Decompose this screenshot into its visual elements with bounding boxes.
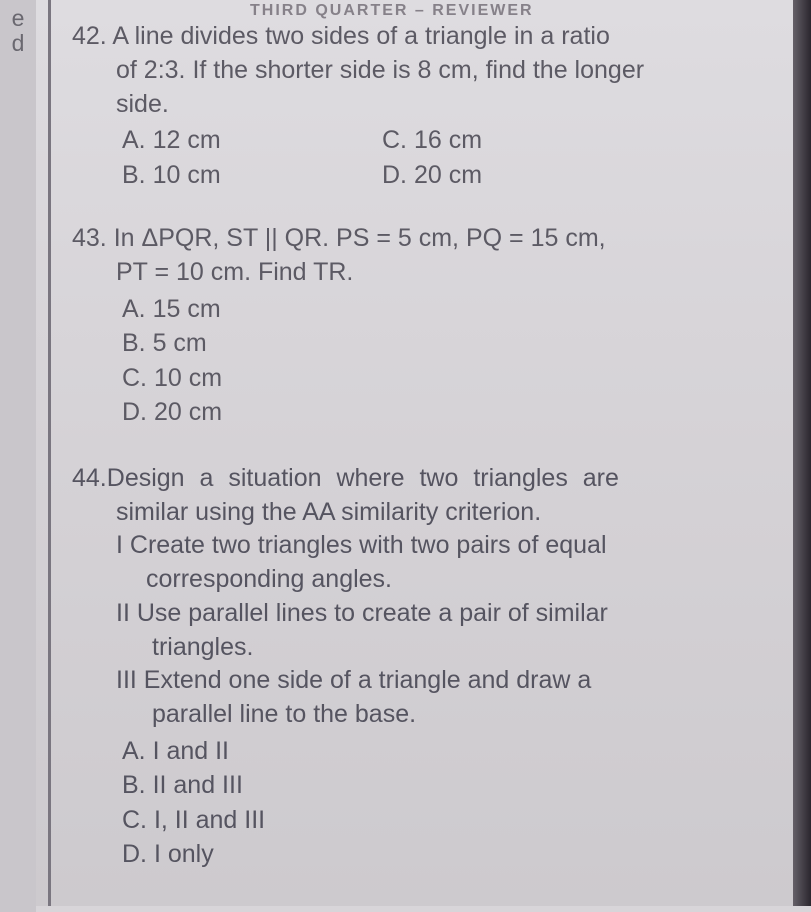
q43-option-d: D. 20 cm bbox=[122, 395, 783, 430]
q42-text1: A line divides two sides of a triangle i… bbox=[112, 22, 610, 50]
question-43: 43. In ΔPQR, ST || QR. PS = 5 cm, PQ = 1… bbox=[72, 222, 783, 430]
page: e d THIRD QUARTER – REVIEWER 42. A line … bbox=[0, 0, 811, 906]
q42-option-b: B. 10 cm bbox=[122, 158, 382, 193]
q44-option-a: A. I and II bbox=[122, 734, 783, 769]
q42-text2: of 2:3. If the shorter side is 8 cm, fin… bbox=[72, 54, 783, 88]
q42-option-d: D. 20 cm bbox=[382, 158, 482, 193]
q43-line1: 43. In ΔPQR, ST || QR. PS = 5 cm, PQ = 1… bbox=[72, 222, 783, 256]
q44-stmt3a: III Extend one side of a triangle and dr… bbox=[72, 664, 783, 698]
q44-option-d: D. I only bbox=[122, 837, 783, 872]
vertical-divider bbox=[48, 0, 51, 906]
q44-stmt1b: corresponding angles. bbox=[72, 563, 783, 597]
q43-option-a: A. 15 cm bbox=[122, 292, 783, 327]
question-44: 44.Design a situation where two triangle… bbox=[72, 462, 783, 872]
q43-text1: In ΔPQR, ST || QR. PS = 5 cm, PQ = 15 cm… bbox=[114, 224, 606, 252]
q44-line1: 44.Design a situation where two triangle… bbox=[72, 462, 783, 496]
q43-option-c: C. 10 cm bbox=[122, 361, 783, 396]
q44-number: 44. bbox=[72, 464, 107, 492]
margin-letter-e: e bbox=[12, 6, 25, 31]
q42-text3: side. bbox=[72, 88, 783, 122]
q44-options: A. I and II B. II and III C. I, II and I… bbox=[72, 734, 783, 872]
q44-text2: similar using the AA similarity criterio… bbox=[72, 496, 783, 530]
q43-text2: PT = 10 cm. Find TR. bbox=[72, 256, 783, 290]
content-area: 42. A line divides two sides of a triang… bbox=[72, 20, 783, 900]
q44-stmt2a: II Use parallel lines to create a pair o… bbox=[72, 597, 783, 631]
q44-stmt3b: parallel line to the base. bbox=[72, 698, 783, 732]
q44-option-b: B. II and III bbox=[122, 768, 783, 803]
header-partial: THIRD QUARTER – REVIEWER bbox=[250, 2, 534, 20]
q42-line1: 42. A line divides two sides of a triang… bbox=[72, 20, 783, 54]
q43-options: A. 15 cm B. 5 cm C. 10 cm D. 20 cm bbox=[72, 292, 783, 430]
q44-text1: Design a situation where two triangles a… bbox=[107, 464, 619, 492]
q44-option-c: C. I, II and III bbox=[122, 803, 783, 838]
q44-stmt1a: I Create two triangles with two pairs of… bbox=[72, 529, 783, 563]
margin-letter-d: d bbox=[12, 31, 25, 56]
q43-option-b: B. 5 cm bbox=[122, 326, 783, 361]
q43-number: 43. bbox=[72, 224, 107, 252]
question-42: 42. A line divides two sides of a triang… bbox=[72, 20, 783, 192]
q42-number: 42. bbox=[72, 22, 107, 50]
left-margin: e d bbox=[0, 0, 36, 912]
q44-stmt2b: triangles. bbox=[72, 631, 783, 665]
q42-options: A. 12 cm C. 16 cm B. 10 cm D. 20 cm bbox=[72, 123, 783, 192]
q42-option-a: A. 12 cm bbox=[122, 123, 382, 158]
page-right-edge bbox=[793, 0, 811, 906]
q42-option-c: C. 16 cm bbox=[382, 123, 482, 158]
